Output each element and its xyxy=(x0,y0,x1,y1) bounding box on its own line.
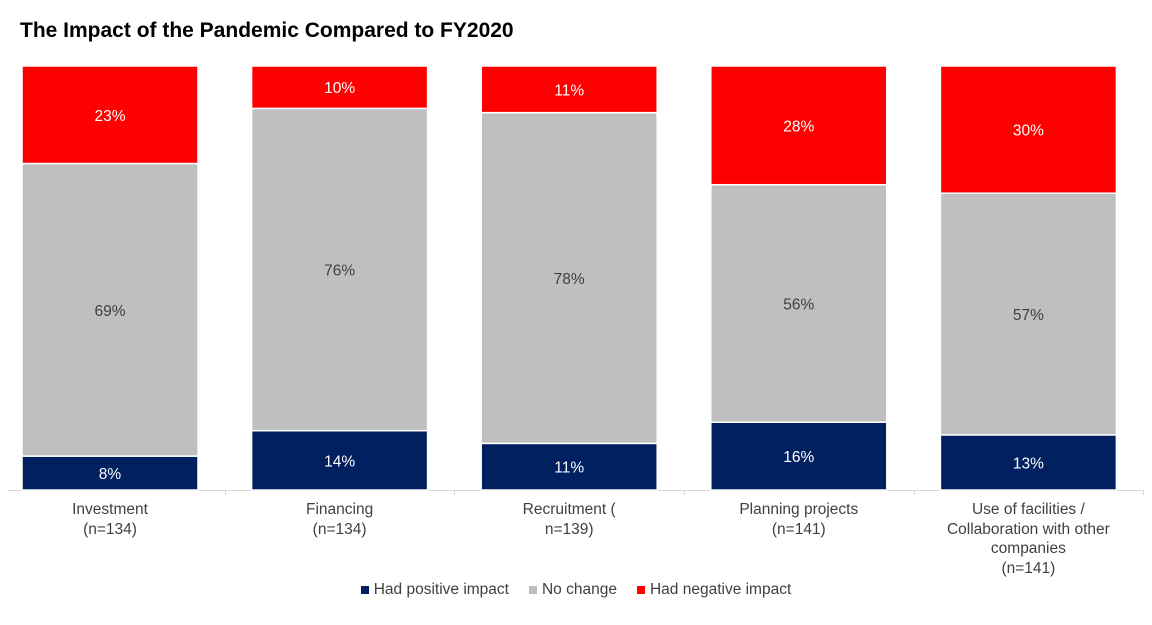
data-label: 57% xyxy=(1013,307,1044,324)
legend-item: Had positive impact xyxy=(360,581,509,599)
x-tick-label-line: Recruitment ( xyxy=(522,501,616,518)
data-label: 28% xyxy=(783,118,814,135)
chart-title: The Impact of the Pandemic Compared to F… xyxy=(20,19,514,42)
bar-segment xyxy=(250,107,429,432)
legend-item: Had negative impact xyxy=(636,581,792,599)
x-tick-label-line: (n=141) xyxy=(1001,559,1056,577)
bar-segment xyxy=(250,429,429,491)
bar-segment xyxy=(710,421,888,491)
data-label: 23% xyxy=(94,108,125,125)
bar-segment xyxy=(710,65,888,186)
bar-segment xyxy=(939,65,1118,194)
x-tick-label: Financing (n=134) xyxy=(240,500,440,539)
data-label: 30% xyxy=(1013,123,1044,140)
data-label: 69% xyxy=(94,303,125,320)
x-tick-label-line: companies xyxy=(990,540,1066,557)
data-label: 78% xyxy=(554,271,585,288)
x-tick-label: Recruitment ( n=139) xyxy=(469,500,669,539)
data-label: 14% xyxy=(324,453,355,470)
x-tick-label-line: (n=141) xyxy=(771,520,826,538)
data-label: 8% xyxy=(99,466,122,483)
chart-legend: Had positive impact No change Had negative… xyxy=(0,581,1152,599)
x-tick-label-line: (n=134) xyxy=(83,520,137,538)
data-label: 11% xyxy=(554,82,584,99)
bar-segment xyxy=(21,65,199,165)
legend-label: No change xyxy=(541,581,617,598)
data-label: 11% xyxy=(554,460,584,477)
bar-segment xyxy=(480,442,658,491)
bar-segment xyxy=(21,455,199,491)
bar-segment xyxy=(939,192,1118,436)
bar-segment xyxy=(250,65,429,110)
data-label: 56% xyxy=(783,296,814,313)
data-label: 10% xyxy=(324,80,355,97)
legend-label: Had positive impact xyxy=(373,581,509,598)
legend-swatch xyxy=(360,586,369,594)
legend-swatch xyxy=(528,586,537,594)
bar-segment xyxy=(710,183,888,423)
legend-swatch xyxy=(636,586,645,594)
x-tick-label-line: Planning projects xyxy=(739,501,859,518)
x-tick-label-line: (n=134) xyxy=(312,520,367,538)
x-tick-label: Use of facilities / Collaboration with ot… xyxy=(928,500,1128,578)
x-tick-label: Planning projects (n=141) xyxy=(699,500,899,539)
data-label: 13% xyxy=(1013,455,1044,472)
x-tick-label-line: n=139) xyxy=(544,520,594,538)
x-tick-label-line: Investment xyxy=(72,501,148,518)
x-tick-label-line: Collaboration with other xyxy=(946,520,1110,538)
legend-item: No change xyxy=(528,581,617,599)
x-tick-label-line: Use of facilities / xyxy=(971,501,1085,518)
x-tick-label-line: Financing xyxy=(305,501,374,518)
bar-segment xyxy=(480,111,658,445)
data-label: 16% xyxy=(783,449,814,466)
bar-segment xyxy=(480,65,658,114)
data-label: 76% xyxy=(324,263,355,280)
x-tick-label: Investment (n=134) xyxy=(10,500,210,539)
legend-label: Had negative impact xyxy=(649,581,792,598)
